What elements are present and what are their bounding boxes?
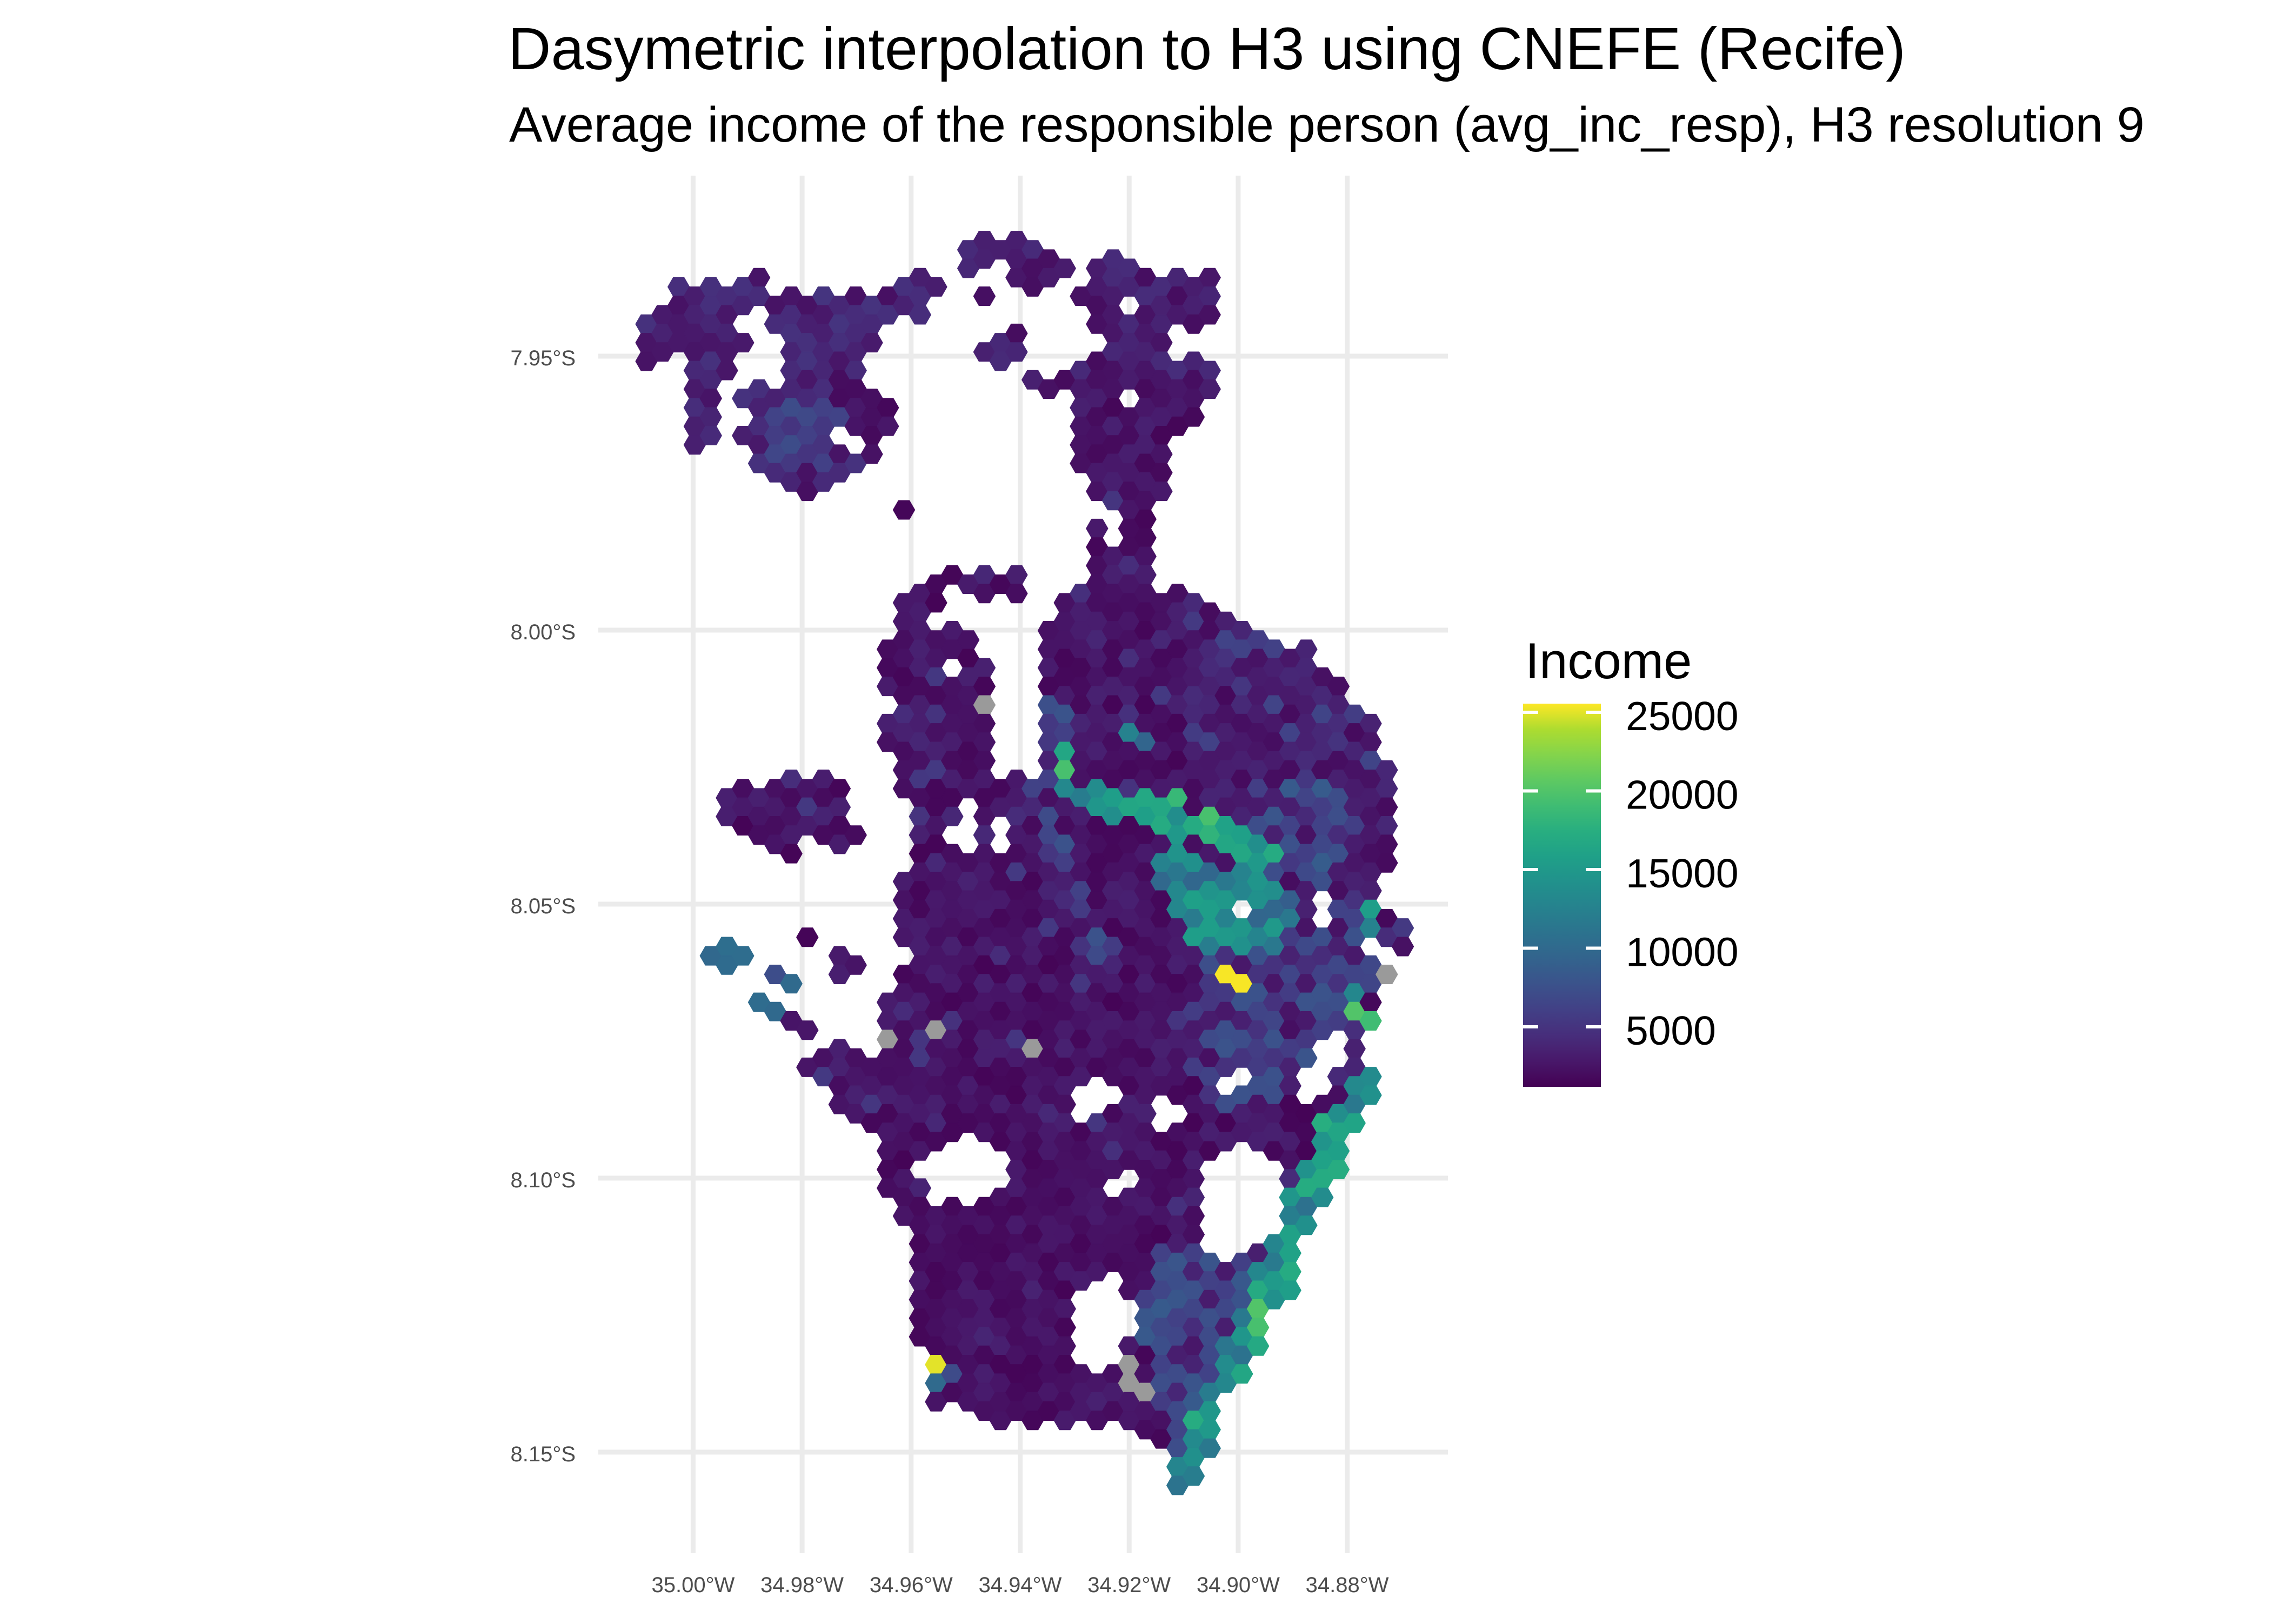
svg-text:34.88°W: 34.88°W <box>1306 1573 1389 1597</box>
svg-text:34.90°W: 34.90°W <box>1197 1573 1280 1597</box>
svg-text:8.15°S: 8.15°S <box>510 1442 576 1466</box>
svg-text:8.05°S: 8.05°S <box>510 894 576 918</box>
svg-text:34.96°W: 34.96°W <box>870 1573 953 1597</box>
svg-text:34.94°W: 34.94°W <box>979 1573 1062 1597</box>
svg-text:35.00°W: 35.00°W <box>651 1573 735 1597</box>
svg-text:Income: Income <box>1525 632 1692 689</box>
svg-text:15000: 15000 <box>1626 851 1739 896</box>
svg-text:8.10°S: 8.10°S <box>510 1168 576 1192</box>
svg-text:20000: 20000 <box>1626 772 1739 818</box>
svg-text:8.00°S: 8.00°S <box>510 620 576 644</box>
svg-text:34.92°W: 34.92°W <box>1087 1573 1171 1597</box>
svg-text:Dasymetric interpolation to H3: Dasymetric interpolation to H3 using CNE… <box>508 16 1906 82</box>
svg-text:10000: 10000 <box>1626 930 1739 975</box>
svg-text:Average income of the responsi: Average income of the responsible person… <box>509 97 2145 152</box>
svg-text:25000: 25000 <box>1626 693 1739 739</box>
svg-text:7.95°S: 7.95°S <box>510 346 576 370</box>
svg-text:5000: 5000 <box>1626 1008 1716 1053</box>
svg-text:34.98°W: 34.98°W <box>760 1573 844 1597</box>
